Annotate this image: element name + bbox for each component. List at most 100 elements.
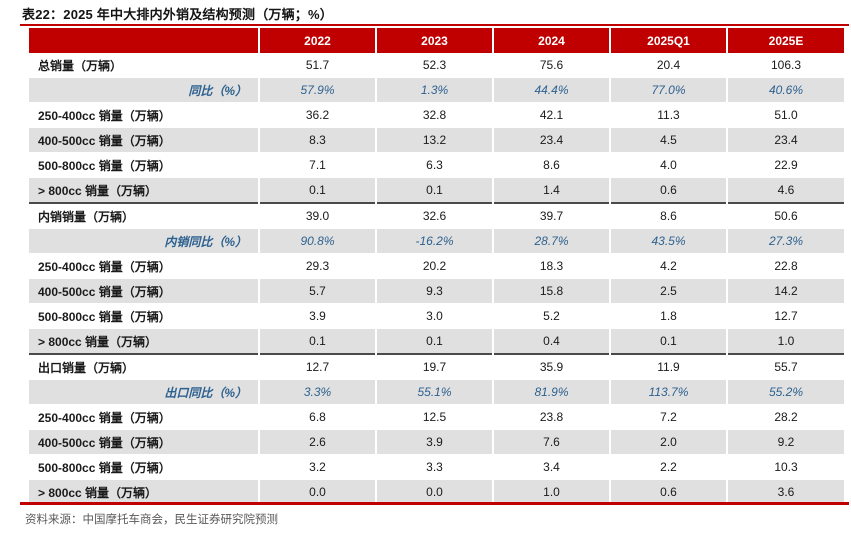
cell-value: 6.8 xyxy=(258,404,376,430)
cell-value: 3.4 xyxy=(492,454,610,480)
cell-value: 13.2 xyxy=(375,127,493,153)
cell-value: 20.4 xyxy=(609,53,727,78)
row-label: 500-800cc 销量（万辆） xyxy=(29,152,259,178)
table-row: 内销同比（%） 90.8% -16.2% 28.7% 43.5% 27.3% xyxy=(29,228,844,254)
table-row: 400-500cc 销量（万辆） 8.3 13.2 23.4 4.5 23.4 xyxy=(29,127,844,153)
cell-value: 7.6 xyxy=(492,429,610,455)
cell-value: 11.3 xyxy=(609,102,727,128)
cell-value: 23.4 xyxy=(492,127,610,153)
cell-value: 0.1 xyxy=(375,177,493,204)
cell-value: 7.2 xyxy=(609,404,727,430)
cell-value: 28.2 xyxy=(726,404,844,430)
cell-value: 77.0% xyxy=(609,77,727,103)
cell-value: 8.3 xyxy=(258,127,376,153)
cell-value: 22.9 xyxy=(726,152,844,178)
bottom-rule xyxy=(20,502,849,505)
cell-value: 29.3 xyxy=(258,253,376,279)
cell-value: 3.3 xyxy=(375,454,493,480)
row-label: 250-400cc 销量（万辆） xyxy=(29,102,259,128)
cell-value: 5.2 xyxy=(492,303,610,329)
cell-value: 12.7 xyxy=(726,303,844,329)
cell-value: 44.4% xyxy=(492,77,610,103)
cell-value: 3.2 xyxy=(258,454,376,480)
cell-value: 3.9 xyxy=(375,429,493,455)
cell-value: 4.6 xyxy=(726,177,844,204)
table-row: 400-500cc 销量（万辆） 2.6 3.9 7.6 2.0 9.2 xyxy=(29,429,844,455)
cell-value: 55.7 xyxy=(726,353,844,380)
cell-value: 1.8 xyxy=(609,303,727,329)
cell-value: 11.9 xyxy=(609,353,727,380)
cell-value: 0.1 xyxy=(375,328,493,355)
cell-value: 2.6 xyxy=(258,429,376,455)
row-label: 内销同比（%） xyxy=(29,228,259,254)
row-label: 250-400cc 销量（万辆） xyxy=(29,253,259,279)
table-row: 250-400cc 销量（万辆） 6.8 12.5 23.8 7.2 28.2 xyxy=(29,404,844,430)
cell-value: 8.6 xyxy=(609,202,727,229)
cell-value: 42.1 xyxy=(492,102,610,128)
cell-value: 3.3% xyxy=(258,379,376,405)
cell-value: 0.4 xyxy=(492,328,610,355)
row-label: 出口同比（%） xyxy=(29,379,259,405)
forecast-table-container: 2022 2023 2024 2025Q1 2025E 总销量（万辆） 51.7 52.3 7… xyxy=(29,28,844,505)
column-header-2025E: 2025E xyxy=(726,28,844,53)
row-label: 400-500cc 销量（万辆） xyxy=(29,127,259,153)
column-header-2023: 2023 xyxy=(375,28,493,53)
row-label: 400-500cc 销量（万辆） xyxy=(29,278,259,304)
cell-value: 32.8 xyxy=(375,102,493,128)
cell-value: 27.3% xyxy=(726,228,844,254)
cell-value: 12.7 xyxy=(258,353,376,380)
column-header-2024: 2024 xyxy=(492,28,610,53)
cell-value: 28.7% xyxy=(492,228,610,254)
cell-value: 39.7 xyxy=(492,202,610,229)
cell-value: 1.0 xyxy=(492,479,610,505)
row-label: 总销量（万辆） xyxy=(29,53,259,78)
row-label: 同比（%） xyxy=(29,77,259,103)
cell-value: 0.1 xyxy=(258,177,376,204)
cell-value: 23.4 xyxy=(726,127,844,153)
cell-value: 0.1 xyxy=(609,328,727,355)
table-row: 500-800cc 销量（万辆） 3.2 3.3 3.4 2.2 10.3 xyxy=(29,454,844,480)
column-header-2022: 2022 xyxy=(258,28,376,53)
cell-value: 35.9 xyxy=(492,353,610,380)
cell-value: 1.4 xyxy=(492,177,610,204)
cell-value: 43.5% xyxy=(609,228,727,254)
row-label: 500-800cc 销量（万辆） xyxy=(29,454,259,480)
table-row: 500-800cc 销量（万辆） 3.9 3.0 5.2 1.8 12.7 xyxy=(29,303,844,329)
column-header-2025Q1: 2025Q1 xyxy=(609,28,727,53)
table-row: 出口同比（%） 3.3% 55.1% 81.9% 113.7% 55.2% xyxy=(29,379,844,405)
cell-value: 5.7 xyxy=(258,278,376,304)
table-row: 同比（%） 57.9% 1.3% 44.4% 77.0% 40.6% xyxy=(29,77,844,103)
cell-value: 8.6 xyxy=(492,152,610,178)
cell-value: 40.6% xyxy=(726,77,844,103)
cell-value: 12.5 xyxy=(375,404,493,430)
cell-value: 75.6 xyxy=(492,53,610,78)
cell-value: 81.9% xyxy=(492,379,610,405)
row-label: > 800cc 销量（万辆） xyxy=(29,479,259,505)
cell-value: 18.3 xyxy=(492,253,610,279)
cell-value: 0.6 xyxy=(609,479,727,505)
table-row: > 800cc 销量（万辆） 0.1 0.1 1.4 0.6 4.6 xyxy=(29,177,844,204)
cell-value: 39.0 xyxy=(258,202,376,229)
cell-value: 10.3 xyxy=(726,454,844,480)
cell-value: 1.0 xyxy=(726,328,844,355)
cell-value: 50.6 xyxy=(726,202,844,229)
cell-value: 52.3 xyxy=(375,53,493,78)
cell-value: 51.7 xyxy=(258,53,376,78)
cell-value: 2.0 xyxy=(609,429,727,455)
cell-value: 3.0 xyxy=(375,303,493,329)
cell-value: 0.6 xyxy=(609,177,727,204)
forecast-table: 2022 2023 2024 2025Q1 2025E 总销量（万辆） 51.7 52.3 7… xyxy=(29,28,844,505)
cell-value: 9.3 xyxy=(375,278,493,304)
row-label: > 800cc 销量（万辆） xyxy=(29,177,259,204)
cell-value: 0.1 xyxy=(258,328,376,355)
table-row: 内销销量（万辆） 39.0 32.6 39.7 8.6 50.6 xyxy=(29,202,844,229)
cell-value: 15.8 xyxy=(492,278,610,304)
cell-value: 90.8% xyxy=(258,228,376,254)
row-label: > 800cc 销量（万辆） xyxy=(29,328,259,355)
cell-value: 2.5 xyxy=(609,278,727,304)
header-row: 2022 2023 2024 2025Q1 2025E xyxy=(29,28,844,53)
cell-value: 3.9 xyxy=(258,303,376,329)
title-underline xyxy=(20,24,849,26)
table-row: > 800cc 销量（万辆） 0.0 0.0 1.0 0.6 3.6 xyxy=(29,479,844,505)
cell-value: 113.7% xyxy=(609,379,727,405)
